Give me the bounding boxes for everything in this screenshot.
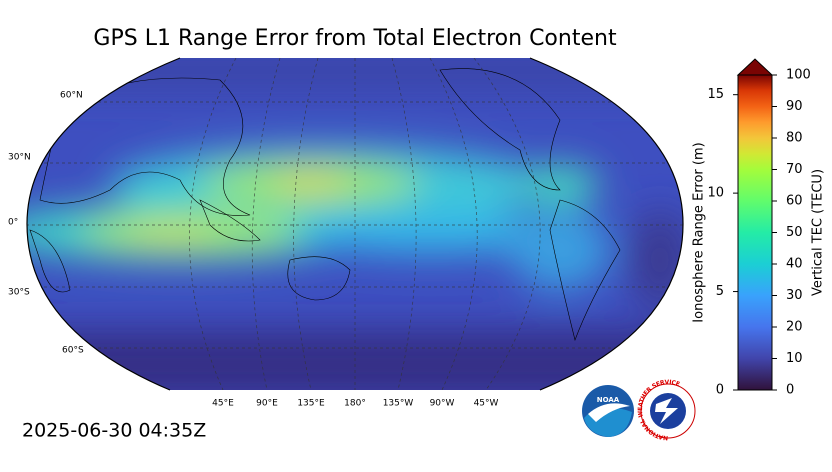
- noaa-text: NOAA: [597, 396, 620, 404]
- lat-label: 30°N: [8, 153, 31, 163]
- lon-label: 45°W: [474, 399, 499, 409]
- lon-label: 45°E: [212, 399, 234, 409]
- colorbar-label-left: Ionosphere Range Error (m): [692, 142, 707, 322]
- tick-label: 15: [707, 87, 724, 102]
- colorbar-extend: [736, 58, 774, 76]
- title: GPS L1 Range Error from Total Electron C…: [93, 26, 617, 51]
- map: [27, 58, 683, 390]
- map-border: [26, 57, 684, 391]
- tick-label: 70: [786, 162, 803, 177]
- lat-labels: 60°N 30°N 0° 30°S 60°S: [8, 91, 84, 356]
- graticule: [27, 58, 683, 390]
- lat-label: 0°: [8, 218, 18, 228]
- lat-label: 60°N: [60, 91, 83, 101]
- lat-label: 60°S: [62, 346, 84, 356]
- lon-label: 135°W: [383, 399, 414, 409]
- tick-label: 30: [786, 288, 803, 303]
- tick-label: 100: [786, 68, 811, 83]
- tick-label: 10: [707, 186, 724, 201]
- timestamp: 2025-06-30 04:35Z: [22, 420, 206, 442]
- lon-label: 90°W: [430, 399, 455, 409]
- tec-field: [27, 58, 683, 390]
- noaa-logo: NOAA: [582, 385, 634, 437]
- tick-label: 80: [786, 131, 803, 146]
- lon-labels: 45°E 90°E 135°E 180° 135°W 90°W 45°W: [212, 399, 498, 409]
- tick-label: 10: [786, 351, 803, 366]
- tick-label: 40: [786, 257, 803, 272]
- tick-label: 5: [716, 284, 724, 299]
- colorbar-label: Vertical TEC (TECU): [811, 169, 826, 296]
- lon-label: 135°E: [297, 399, 325, 409]
- nws-logo: NATIONAL WEATHER SERVICE: [636, 378, 696, 442]
- colorbar: Vertical TEC (TECU) Ionosphere Range Err…: [692, 58, 826, 398]
- tick-label: 90: [786, 99, 803, 114]
- tick-label: 60: [786, 194, 803, 209]
- tick-label: 20: [786, 320, 803, 335]
- lon-label: 90°E: [256, 399, 278, 409]
- tick-label: 0: [786, 383, 794, 398]
- tick-label: 0: [716, 383, 724, 398]
- colorbar-fill: [737, 74, 773, 391]
- coastlines: [29, 68, 621, 342]
- lat-label: 30°S: [8, 288, 30, 298]
- lon-label: 180°: [344, 399, 366, 409]
- tick-label: 50: [786, 225, 803, 240]
